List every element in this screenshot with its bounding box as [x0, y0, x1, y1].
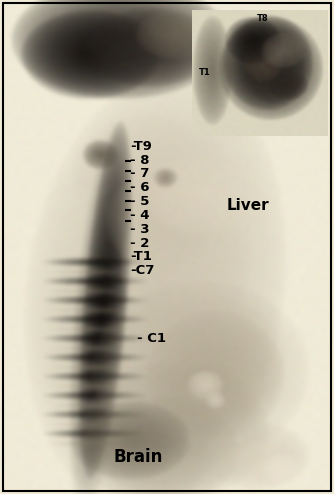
Text: T1: T1 — [199, 68, 210, 78]
Text: -T9: -T9 — [130, 140, 152, 153]
Text: - 2: - 2 — [130, 237, 150, 249]
Text: T8: T8 — [257, 14, 269, 23]
Text: - 7: - 7 — [130, 167, 150, 180]
Text: Liver: Liver — [227, 198, 270, 212]
Text: -C7: -C7 — [130, 264, 155, 277]
Text: - 4: - 4 — [130, 209, 150, 222]
Text: - 8: - 8 — [130, 154, 150, 166]
Text: -T1: -T1 — [130, 250, 152, 263]
Text: Tail: Tail — [240, 22, 270, 37]
Text: - 5: - 5 — [130, 195, 150, 208]
Text: - 3: - 3 — [130, 223, 150, 236]
Text: - 6: - 6 — [130, 181, 150, 194]
Text: - C1: - C1 — [137, 332, 166, 345]
Text: Brain: Brain — [114, 448, 163, 466]
